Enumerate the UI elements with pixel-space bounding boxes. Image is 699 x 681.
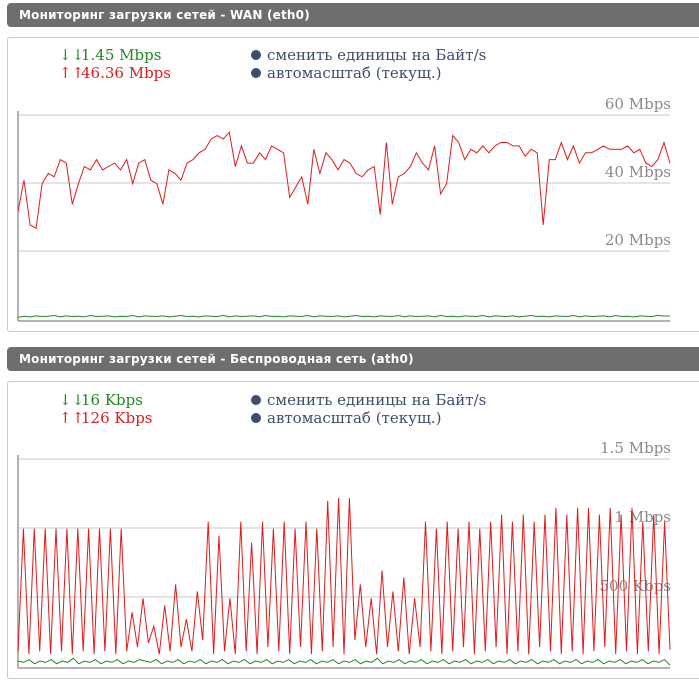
wan-autoscale-label: автомасштаб (текущ.)	[267, 64, 442, 82]
download-series-line	[17, 657, 671, 666]
download-arrow-icon: ↓↓	[59, 391, 85, 409]
bullet-icon	[251, 68, 261, 78]
wan-tx-value: 46.36 Mbps	[81, 64, 171, 82]
wireless-autoscale-link[interactable]: автомасштаб (текущ.)	[251, 409, 442, 427]
download-arrow-icon: ↓↓	[59, 46, 85, 64]
wan-toggle-units-link[interactable]: сменить единицы на Байт/s	[251, 46, 486, 64]
bullet-icon	[251, 413, 261, 423]
upload-series-line	[17, 497, 671, 655]
wireless-panel-title: Мониторинг загрузки сетей - Беспроводная…	[7, 347, 699, 371]
upload-series-line	[17, 131, 671, 230]
wan-panel: Мониторинг загрузки сетей - WAN (eth0) ↓…	[0, 0, 699, 335]
bullet-icon	[251, 50, 261, 60]
upload-arrow-icon: ↑↑	[59, 64, 85, 82]
wan-bandwidth-graph: 60 Mbps 40 Mbps 20 Mbps	[17, 95, 671, 322]
wan-toggle-units-label: сменить единицы на Байт/s	[267, 46, 487, 64]
wireless-autoscale-label: автомасштаб (текущ.)	[267, 409, 442, 427]
wireless-panel: Мониторинг загрузки сетей - Беспроводная…	[0, 340, 699, 681]
upload-arrow-icon: ↑↑	[59, 409, 85, 427]
wan-tx-legend: ↑↑46.36 Mbps	[59, 64, 171, 82]
wan-graph-box: ↓↓1.45 Mbps ↑↑46.36 Mbps сменить единицы…	[7, 37, 699, 332]
wan-rx-legend: ↓↓1.45 Mbps	[59, 46, 161, 64]
download-series-line	[17, 314, 670, 318]
wireless-toggle-units-link[interactable]: сменить единицы на Байт/s	[251, 391, 486, 409]
scale-label: 1.5 Mbps	[600, 439, 671, 457]
wireless-rx-legend: ↓↓16 Kbps	[59, 391, 143, 409]
wireless-toggle-units-label: сменить единицы на Байт/s	[267, 391, 487, 409]
wan-autoscale-link[interactable]: автомасштаб (текущ.)	[251, 64, 442, 82]
scale-label: 60 Mbps	[605, 95, 671, 113]
wan-rx-value: 1.45 Mbps	[81, 46, 162, 64]
scale-label: 1 Mbps	[614, 508, 671, 526]
scale-label: 40 Mbps	[605, 163, 671, 181]
wireless-tx-value: 126 Kbps	[81, 409, 153, 427]
wireless-tx-legend: ↑↑126 Kbps	[59, 409, 153, 427]
scale-label: 20 Mbps	[605, 231, 671, 249]
wireless-rx-value: 16 Kbps	[81, 391, 143, 409]
wan-panel-title: Мониторинг загрузки сетей - WAN (eth0)	[7, 3, 699, 27]
wireless-graph-box: ↓↓16 Kbps ↑↑126 Kbps сменить единицы на …	[7, 381, 699, 679]
bullet-icon	[251, 395, 261, 405]
